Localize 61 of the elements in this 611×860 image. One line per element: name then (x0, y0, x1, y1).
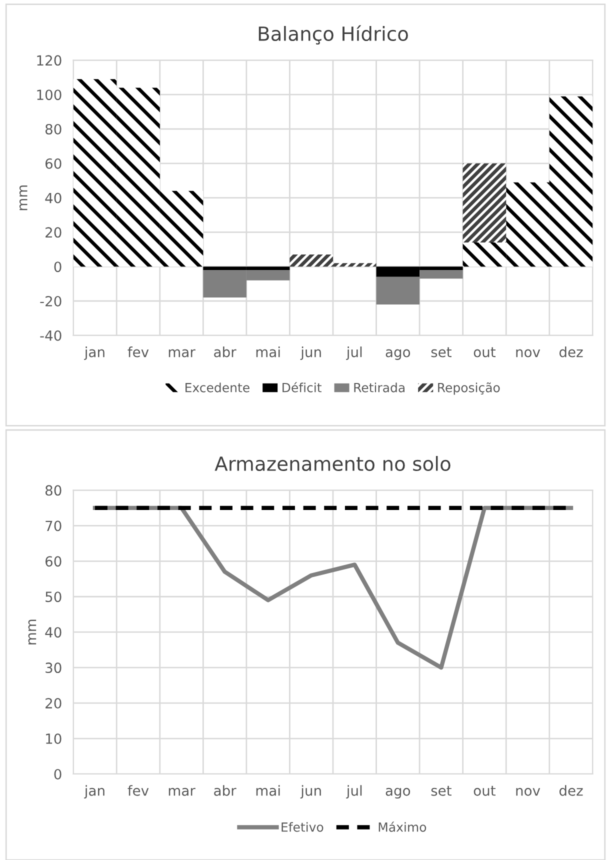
x-tick-label: jul (346, 785, 362, 799)
x-tick-label: abr (214, 785, 236, 796)
y-tick-label: 40 (45, 192, 62, 204)
y-tick-label: 60 (46, 556, 62, 567)
x-tick-label: jun (300, 346, 321, 360)
y-axis-title: mm (19, 185, 28, 210)
x-tick-label: set (431, 347, 452, 358)
x-tick-label: jun (300, 785, 321, 799)
legend-label: Reposição (438, 382, 500, 395)
legend-label: Excedente (186, 382, 250, 392)
y-tick-label: 60 (46, 158, 62, 169)
x-tick-label: fev (128, 346, 149, 358)
y-tick-label: 20 (46, 227, 62, 238)
y-tick-label: 50 (46, 592, 62, 602)
x-tick-label: mai (256, 785, 280, 796)
x-tick-label: mar (168, 349, 196, 358)
y-tick-label: 120 (37, 55, 62, 66)
y-tick-label: 70 (46, 520, 62, 532)
y-tick-label: 0 (54, 768, 62, 780)
x-tick-label: out (474, 786, 496, 796)
x-tick-label: ago (386, 788, 410, 799)
bar (462, 163, 506, 243)
x-tick-label: dez (559, 346, 583, 358)
x-tick-label: dez (559, 785, 583, 796)
bar (549, 96, 593, 267)
y-tick-label: 80 (45, 485, 62, 496)
x-tick-label: out (474, 347, 496, 358)
bar (160, 190, 204, 267)
x-tick-label: ago (386, 349, 410, 360)
x-tick-label: fev (128, 785, 149, 796)
y-tick-label: 10 (46, 733, 62, 744)
x-tick-label: abr (214, 346, 236, 358)
x-tick-label: nov (516, 788, 540, 796)
x-tick-label: jan (84, 346, 104, 360)
y-axis-title: mm (28, 620, 36, 644)
y-tick-label: 20 (46, 698, 62, 709)
x-tick-label: nov (516, 349, 540, 358)
x-tick-label: set (431, 786, 452, 796)
legend-label: Máximo (378, 822, 426, 832)
x-tick-label: mar (168, 788, 196, 796)
bar (73, 79, 117, 267)
x-tick-label: jul (346, 346, 362, 360)
chart-title: Armazenamento no solo (214, 456, 450, 472)
bar (506, 182, 550, 267)
legend-label: Retirada (354, 382, 404, 392)
legend-label: Efetivo (282, 822, 324, 832)
x-tick-label: jan (84, 785, 104, 799)
y-tick-label: -40 (40, 330, 62, 341)
y-tick-label: 30 (46, 662, 62, 674)
x-tick-label: mai (256, 346, 280, 358)
legend-label: Déficit (282, 382, 322, 392)
y-tick-label: 100 (37, 90, 62, 100)
chart-title: Balanço Hídrico (258, 25, 408, 45)
bar (332, 263, 376, 267)
y-tick-label: 40 (45, 627, 62, 638)
y-tick-label: 80 (45, 124, 62, 134)
y-tick-label: -20 (40, 296, 62, 306)
bar (462, 242, 506, 267)
y-tick-label: 0 (54, 262, 62, 272)
bar (290, 254, 333, 267)
bar (116, 88, 160, 267)
